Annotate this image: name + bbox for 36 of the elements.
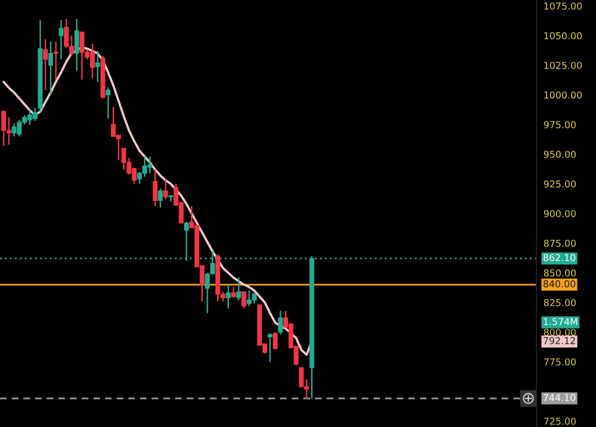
text: 1.574M: [544, 318, 578, 326]
y-tick-label: 775.00: [544, 358, 576, 366]
y-tick-label: 825.00: [544, 299, 576, 306]
candlestick: [74, 18, 80, 72]
candlestick: [163, 178, 168, 200]
text: 792.12: [544, 337, 575, 344]
candlestick: [278, 310, 283, 336]
candlestick: [54, 40, 58, 80]
y-tick-label: 725.00: [544, 418, 576, 425]
candlestick: [152, 168, 158, 208]
y-tick-label: 800.00: [544, 328, 576, 336]
candlestick: [231, 286, 236, 298]
ref-line-label: 862.10: [543, 254, 576, 262]
candlestick: [158, 188, 163, 208]
candlestick: [272, 331, 278, 350]
y-tick-label: 900.00: [544, 210, 576, 218]
candlestick: [268, 332, 272, 362]
y-tick-label: 925.00: [544, 180, 576, 188]
candlestick: [43, 38, 48, 91]
candlestick: [236, 276, 242, 301]
candlestick: [95, 50, 100, 83]
candlestick: [226, 284, 231, 310]
ref-line-label: 840.00: [543, 280, 576, 288]
y-tick-label: 950.00: [544, 150, 576, 158]
y-tick-label: 1000.00: [544, 91, 582, 99]
y-tick-label: 1050.00: [544, 32, 582, 40]
candlestick: [58, 19, 64, 60]
y-tick-label: 1025.00: [544, 62, 582, 69]
candlestick: [106, 87, 110, 120]
y-tick-label: 975.00: [544, 121, 576, 128]
y-tick-label: 850.00: [544, 269, 576, 277]
y-tick-label: 1075.00: [544, 2, 582, 10]
candlestick: [242, 291, 246, 310]
ref-line-label: 744.10: [544, 394, 576, 402]
y-tick-label: 875.00: [544, 240, 576, 247]
candlestick: [48, 40, 54, 96]
